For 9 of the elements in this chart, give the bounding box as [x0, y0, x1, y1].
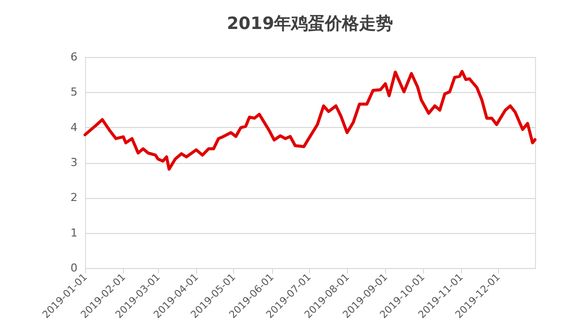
y-tick-label: 2 [70, 191, 78, 204]
chart-title: 2019年鸡蛋价格走势 [226, 14, 394, 34]
y-tick-label: 1 [70, 226, 78, 240]
line-series [84, 70, 536, 171]
y-tick-label: 4 [70, 120, 78, 134]
y-tick-label: 5 [70, 86, 78, 99]
y-tick-label: 0 [70, 262, 78, 274]
y-tick-label: 3 [70, 156, 78, 169]
y-tick-label: 6 [70, 50, 78, 64]
